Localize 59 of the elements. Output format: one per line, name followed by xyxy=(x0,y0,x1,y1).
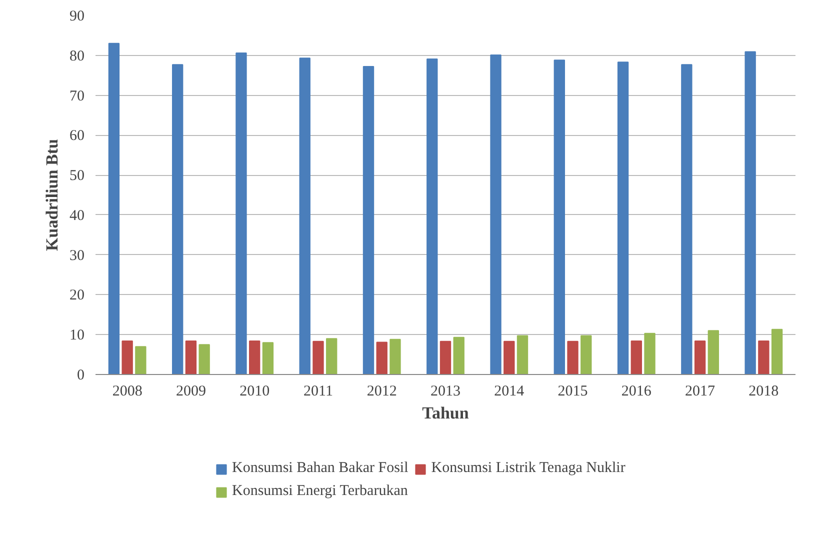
bar xyxy=(299,58,310,374)
bar xyxy=(630,340,642,374)
y-axis-title: Kuadriliun Btu xyxy=(42,139,62,251)
x-tick-label: 2009 xyxy=(176,384,206,400)
bar xyxy=(198,344,210,374)
legend-label: Konsumsi Bahan Bakar Fosil xyxy=(232,460,408,477)
bar xyxy=(708,330,719,374)
bar xyxy=(554,60,565,374)
y-tick-label: 60 xyxy=(70,128,84,144)
bar xyxy=(390,338,401,374)
bar xyxy=(362,66,374,374)
bar xyxy=(453,336,464,374)
x-tick-label: 2018 xyxy=(748,384,779,400)
x-tick-label: 2014 xyxy=(494,384,525,400)
y-tick-label: 90 xyxy=(70,8,84,24)
bar xyxy=(108,42,120,374)
bar xyxy=(617,62,629,374)
bar xyxy=(426,58,438,374)
x-tick-label: 2011 xyxy=(304,384,333,400)
bar xyxy=(504,340,515,374)
legend-label: Konsumsi Energi Terbarukan xyxy=(232,483,408,500)
y-tick-label: 0 xyxy=(77,368,84,384)
bar xyxy=(376,342,388,374)
y-tick-label: 30 xyxy=(70,248,84,264)
bar xyxy=(249,340,260,374)
bar xyxy=(262,342,274,374)
y-tick-label: 80 xyxy=(70,48,84,64)
y-tick-label: 10 xyxy=(70,328,84,344)
x-tick-label: 2017 xyxy=(685,384,716,400)
x-tick-label: 2012 xyxy=(366,384,397,400)
bar xyxy=(172,64,184,374)
bar xyxy=(771,328,783,374)
bar xyxy=(440,340,452,374)
bar xyxy=(490,54,502,374)
y-tick-label: 40 xyxy=(70,208,84,224)
bar xyxy=(580,335,592,374)
x-tick-label: 2010 xyxy=(240,384,270,400)
x-tick-label: 2008 xyxy=(112,384,142,400)
x-tick-label: 2016 xyxy=(621,384,652,400)
bar xyxy=(312,340,324,374)
y-tick-label: 50 xyxy=(70,168,84,184)
y-tick-label: 70 xyxy=(70,88,84,104)
x-tick-label: 2015 xyxy=(558,384,588,400)
bar xyxy=(644,332,656,374)
bar xyxy=(681,64,692,374)
bar xyxy=(135,346,146,374)
bar xyxy=(326,338,338,374)
bar xyxy=(185,340,197,374)
bar xyxy=(516,335,528,374)
x-tick-label: 2013 xyxy=(430,384,460,400)
bar xyxy=(744,51,756,374)
bar xyxy=(236,52,247,374)
bar xyxy=(758,340,770,374)
bar xyxy=(122,340,133,374)
x-axis-title: Tahun xyxy=(422,404,470,422)
y-tick-label: 20 xyxy=(70,288,84,304)
bar xyxy=(694,340,706,374)
legend-label: Konsumsi Listrik Tenaga Nuklir xyxy=(431,460,626,477)
bar xyxy=(567,340,578,374)
